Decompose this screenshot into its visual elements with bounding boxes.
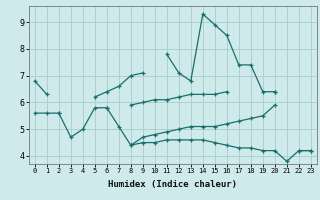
X-axis label: Humidex (Indice chaleur): Humidex (Indice chaleur) <box>108 180 237 189</box>
